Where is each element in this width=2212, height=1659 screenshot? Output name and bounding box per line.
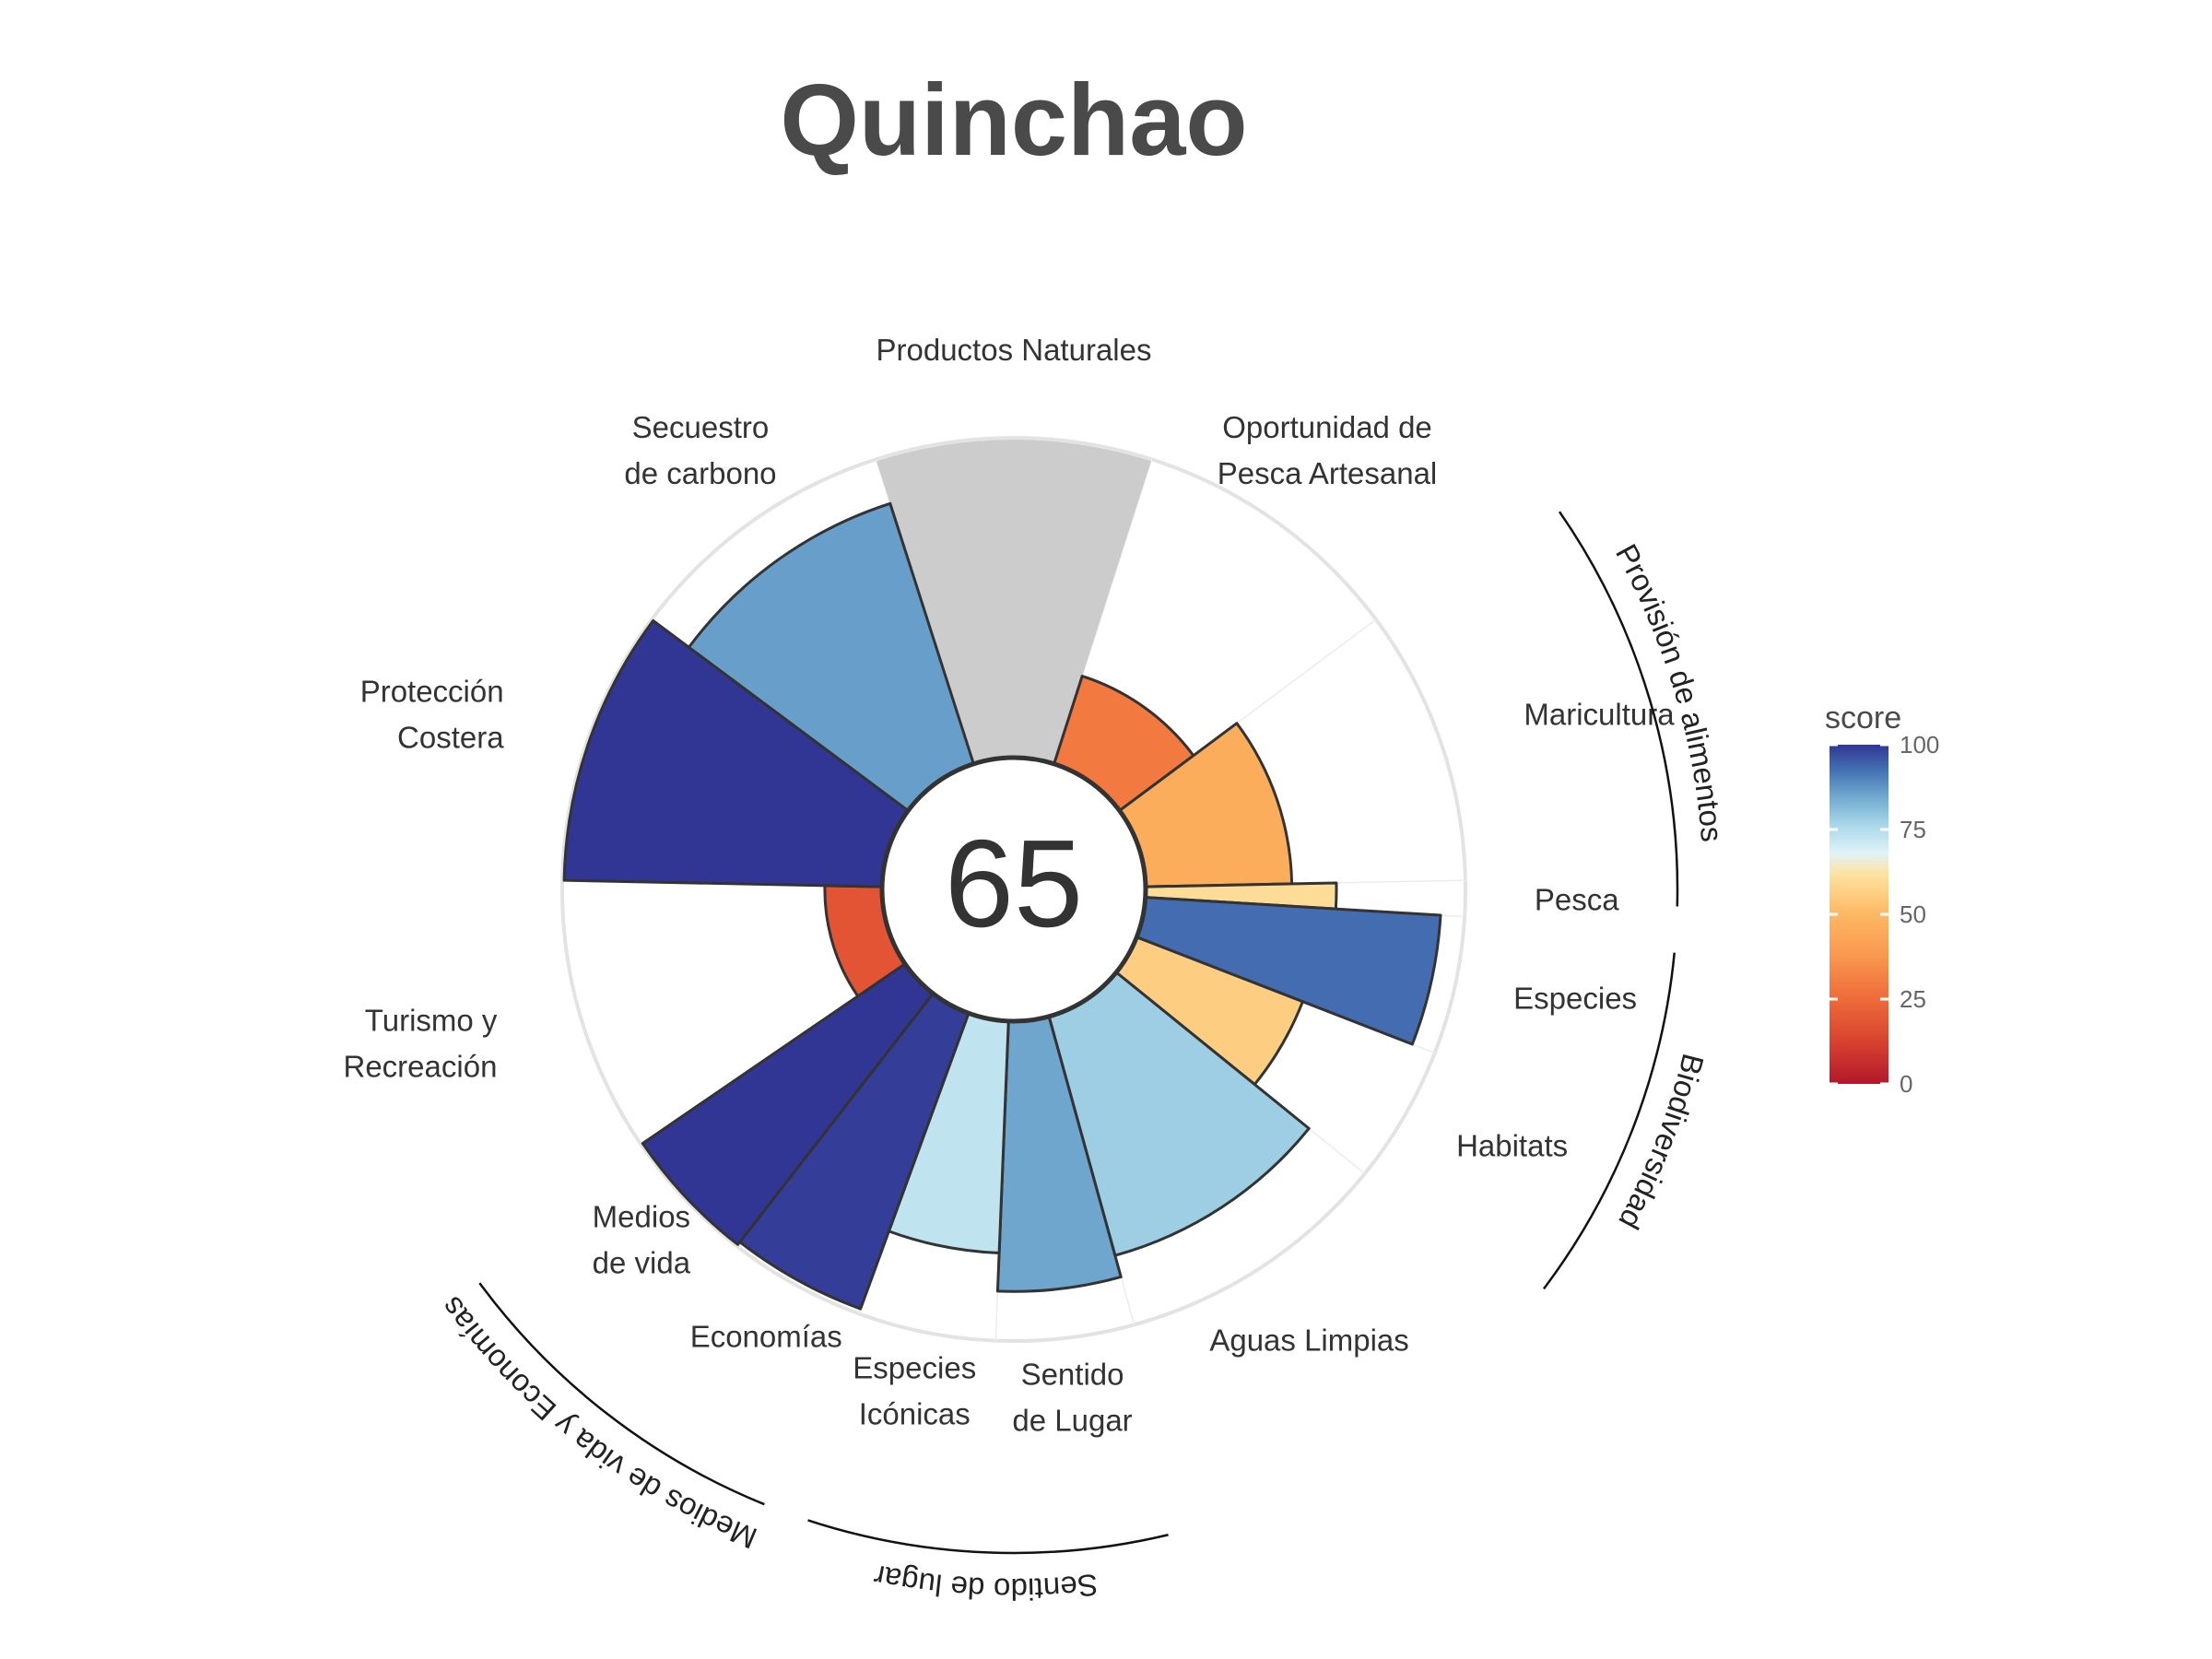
label-line: Aguas Limpias bbox=[1209, 1323, 1408, 1357]
label-line: Economías bbox=[690, 1320, 842, 1354]
group-arc-sentido-de-lugar bbox=[807, 1519, 1169, 1555]
legend-tick-label: 0 bbox=[1900, 1070, 1912, 1098]
label-especies: Especies bbox=[1513, 982, 1637, 1016]
label-secuestro-de-carbono: Secuestro de carbono bbox=[624, 410, 776, 490]
label-line: Protección bbox=[360, 674, 504, 708]
overall-score: 65 bbox=[945, 814, 1083, 953]
label-line: Medios bbox=[593, 1199, 690, 1233]
label-line: Productos Naturales bbox=[877, 333, 1152, 367]
legend-tick-label: 50 bbox=[1900, 900, 1926, 928]
group-arc-provision-de-alimentos bbox=[1558, 511, 1679, 907]
group-arc-biodiversidad bbox=[1543, 952, 1676, 1290]
label-medios-de-vida: Medios de vida bbox=[593, 1199, 691, 1279]
label-line: Turismo y bbox=[365, 1003, 498, 1037]
label-sentido-de-lugar: Sentido de Lugar bbox=[1012, 1357, 1132, 1437]
category-labels: Productos Naturales Oportunidad de Pesca A… bbox=[344, 333, 1676, 1437]
center-circle bbox=[879, 755, 1148, 1024]
chart-title: Quinchao bbox=[780, 64, 1247, 177]
label-line: Habitats bbox=[1456, 1128, 1568, 1162]
label-economias: Economías bbox=[690, 1320, 842, 1354]
label-line: Especies bbox=[1513, 982, 1637, 1016]
label-oportunidad-de-pesca-artesanal: Oportunidad de Pesca Artesanal bbox=[1218, 410, 1437, 490]
group-arc-medios-de-vida-y-economias bbox=[478, 1282, 765, 1506]
label-line: Costera bbox=[397, 720, 504, 754]
petals bbox=[562, 440, 1442, 1311]
label-line: de carbono bbox=[624, 456, 776, 490]
label-pesca: Pesca bbox=[1535, 882, 1619, 916]
label-line: Secuestro bbox=[632, 410, 770, 444]
petal-productos-naturales bbox=[877, 440, 1151, 764]
legend-colorbar bbox=[1830, 745, 1888, 1084]
legend-tick-label: 75 bbox=[1900, 816, 1926, 843]
label-proteccion-costera: Protección Costera bbox=[360, 674, 505, 754]
label-aguas-limpias: Aguas Limpias bbox=[1209, 1323, 1408, 1357]
legend-tick-label: 100 bbox=[1900, 731, 1939, 759]
label-habitats: Habitats bbox=[1456, 1128, 1568, 1162]
label-line: Especies bbox=[853, 1350, 976, 1384]
label-turismo-y-recreacion: Turismo y Recreación bbox=[344, 1003, 498, 1083]
label-line: Pesca Artesanal bbox=[1218, 456, 1437, 490]
label-line: de vida bbox=[593, 1245, 691, 1279]
label-line: de Lugar bbox=[1012, 1403, 1132, 1437]
label-line: Sentido bbox=[1021, 1357, 1124, 1391]
legend-tick-label: 25 bbox=[1900, 985, 1926, 1013]
label-line: Recreación bbox=[344, 1049, 498, 1083]
label-line: Icónicas bbox=[859, 1396, 971, 1430]
legend-title: score bbox=[1825, 700, 1901, 735]
legend: score 100 75 50 25 0 bbox=[1825, 700, 1939, 1098]
label-especies-iconicas: Especies Icónicas bbox=[853, 1350, 976, 1430]
label-line: Maricultura bbox=[1524, 697, 1675, 731]
center: 65 bbox=[879, 755, 1148, 1024]
label-line: Pesca bbox=[1535, 882, 1619, 916]
label-maricultura: Maricultura bbox=[1524, 697, 1675, 731]
legend-ticks: 100 75 50 25 0 bbox=[1830, 731, 1939, 1098]
outer-grid-circle bbox=[560, 436, 1467, 1343]
label-productos-naturales: Productos Naturales bbox=[877, 333, 1152, 367]
label-line: Oportunidad de bbox=[1222, 410, 1432, 444]
